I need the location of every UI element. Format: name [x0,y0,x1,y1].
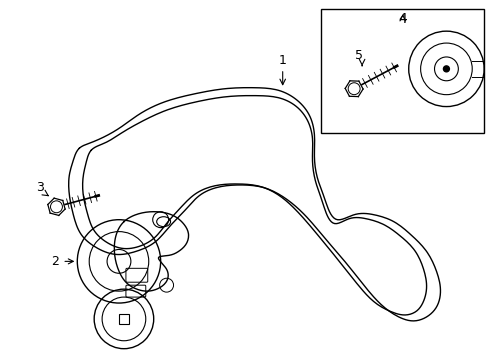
Text: 1: 1 [278,54,286,67]
Circle shape [443,66,448,72]
Text: 4: 4 [398,12,407,26]
Text: 2: 2 [51,255,73,268]
Bar [321,9,483,133]
Text: 5: 5 [354,49,363,63]
Text: 3: 3 [36,181,43,194]
